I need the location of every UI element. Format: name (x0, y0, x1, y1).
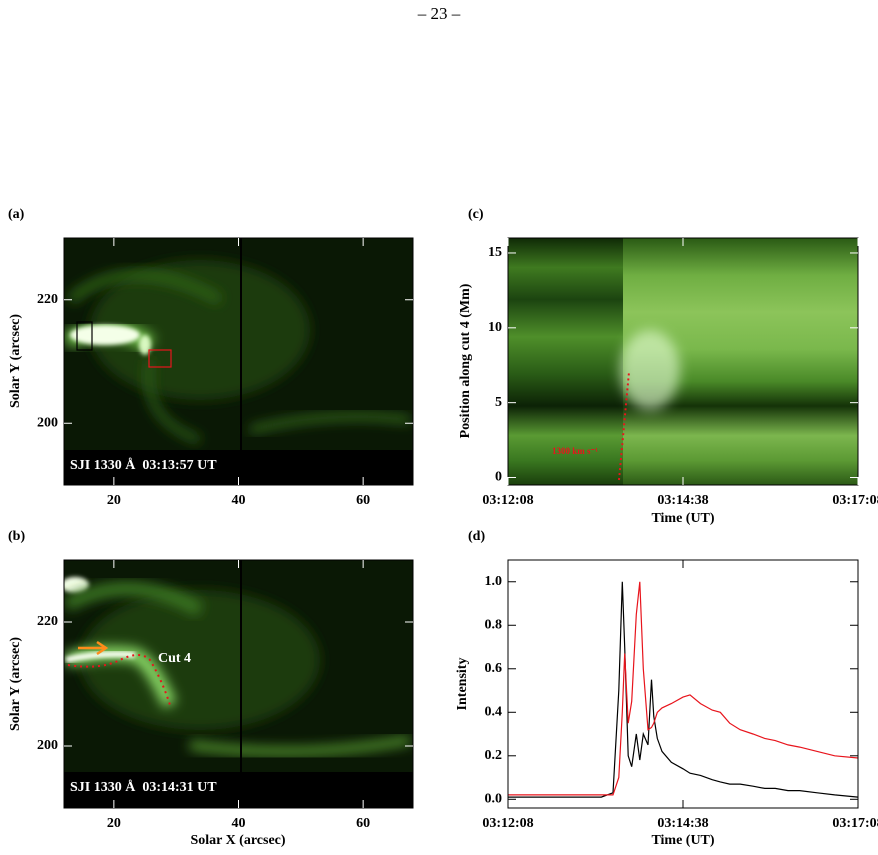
y-tick-label: 5 (495, 395, 502, 410)
x-tick-label: 60 (356, 816, 370, 831)
y-tick-label: 1.0 (485, 574, 503, 589)
image-c (508, 238, 858, 485)
y-axis-title: Intensity (455, 658, 470, 711)
panel-label: (a) (8, 207, 25, 222)
panel-label: (c) (468, 207, 484, 222)
x-tick-label: 40 (232, 816, 246, 831)
x-tick-label: 60 (356, 493, 370, 508)
y-tick-label: 200 (37, 738, 58, 753)
y-tick-label: 0.4 (485, 704, 503, 719)
y-tick-label: 0.0 (485, 792, 503, 807)
y-tick-label: 220 (37, 292, 58, 307)
x-tick-label: 20 (107, 493, 121, 508)
x-tick-label: 03:12:08 (482, 816, 533, 831)
x-axis-title: Time (UT) (651, 511, 714, 526)
data-line (508, 581, 859, 796)
image-b (64, 560, 413, 808)
speed-label: 1300 km s⁻¹ (552, 446, 598, 456)
y-axis-title: Solar Y (arcsec) (8, 637, 23, 731)
y-axis-title: Position along cut 4 (Mm) (458, 283, 473, 438)
y-tick-label: 200 (37, 415, 58, 430)
x-tick-label: 03:14:38 (657, 493, 708, 508)
panel-label: (b) (8, 529, 25, 544)
panel-label: (d) (468, 529, 485, 544)
y-tick-label: 0.6 (485, 661, 503, 676)
page-number: – 23 – (417, 4, 461, 23)
x-tick-label: 03:17:08 (832, 816, 878, 831)
cut-label: Cut 4 (158, 651, 191, 666)
y-tick-label: 0.2 (485, 748, 503, 763)
y-tick-label: 220 (37, 614, 58, 629)
y-tick-label: 10 (488, 320, 502, 335)
y-tick-label: 0.8 (485, 617, 503, 632)
x-tick-label: 03:14:38 (657, 816, 708, 831)
x-tick-label: 20 (107, 816, 121, 831)
image-a (64, 238, 413, 485)
x-axis-title: Solar X (arcsec) (190, 833, 285, 848)
x-tick-label: 03:12:08 (482, 493, 533, 508)
y-tick-label: 0 (495, 470, 502, 485)
image-annotation: SJI 1330 Å 03:13:57 UT (70, 457, 217, 473)
y-axis-title: Solar Y (arcsec) (8, 314, 23, 408)
x-tick-label: 40 (232, 493, 246, 508)
x-tick-label: 03:17:08 (832, 493, 878, 508)
x-axis-title: Time (UT) (651, 833, 714, 848)
data-line (508, 581, 859, 798)
y-tick-label: 15 (488, 245, 502, 260)
plot-frame (507, 559, 859, 809)
image-annotation: SJI 1330 Å 03:14:31 UT (70, 779, 217, 795)
